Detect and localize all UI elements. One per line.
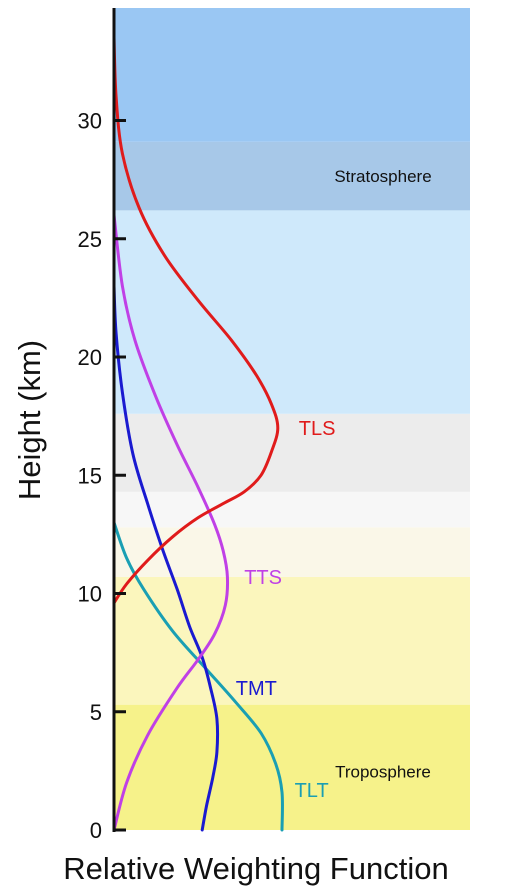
series-line-tts (112, 213, 230, 832)
atmosphere-band-5 (114, 210, 470, 414)
y-tick-label-20: 20 (78, 345, 102, 370)
y-tick-label-15: 15 (78, 463, 102, 488)
y-tick-label-25: 25 (78, 227, 102, 252)
series-line-tmt (112, 284, 220, 832)
series-label-tmt: TMT (236, 678, 277, 700)
series-label-tlt: TLT (295, 780, 329, 802)
atmosphere-band-labels: Troposphere Stratosphere (334, 167, 431, 781)
atmosphere-band-3 (114, 491, 470, 528)
atmosphere-band-4 (114, 413, 470, 492)
y-tick-label-0: 0 (90, 818, 102, 843)
series-label-tts: TTS (244, 567, 282, 589)
series-lines (112, 36, 284, 832)
y-axis-title: Height (km) (12, 340, 47, 500)
y-axis-ticks: 0 5 10 15 20 25 30 (78, 109, 126, 843)
y-tick-label-5: 5 (90, 700, 102, 725)
band-label-troposphere: Troposphere (335, 762, 431, 781)
atmosphere-band-7 (114, 8, 470, 142)
x-axis-title: Relative Weighting Function (63, 851, 448, 886)
atmosphere-band-2 (114, 527, 470, 577)
series-labels: TLS TTS TMT TLT (236, 418, 336, 802)
series-line-tls (112, 36, 280, 605)
atmosphere-band-0 (114, 704, 470, 830)
atmosphere-band-1 (114, 576, 470, 705)
y-tick-label-10: 10 (78, 582, 102, 607)
band-label-stratosphere: Stratosphere (334, 167, 431, 186)
y-tick-label-30: 30 (78, 109, 102, 134)
atmosphere-band-6 (114, 141, 470, 211)
series-label-tls: TLS (299, 418, 336, 440)
atmosphere-bands (114, 8, 470, 830)
